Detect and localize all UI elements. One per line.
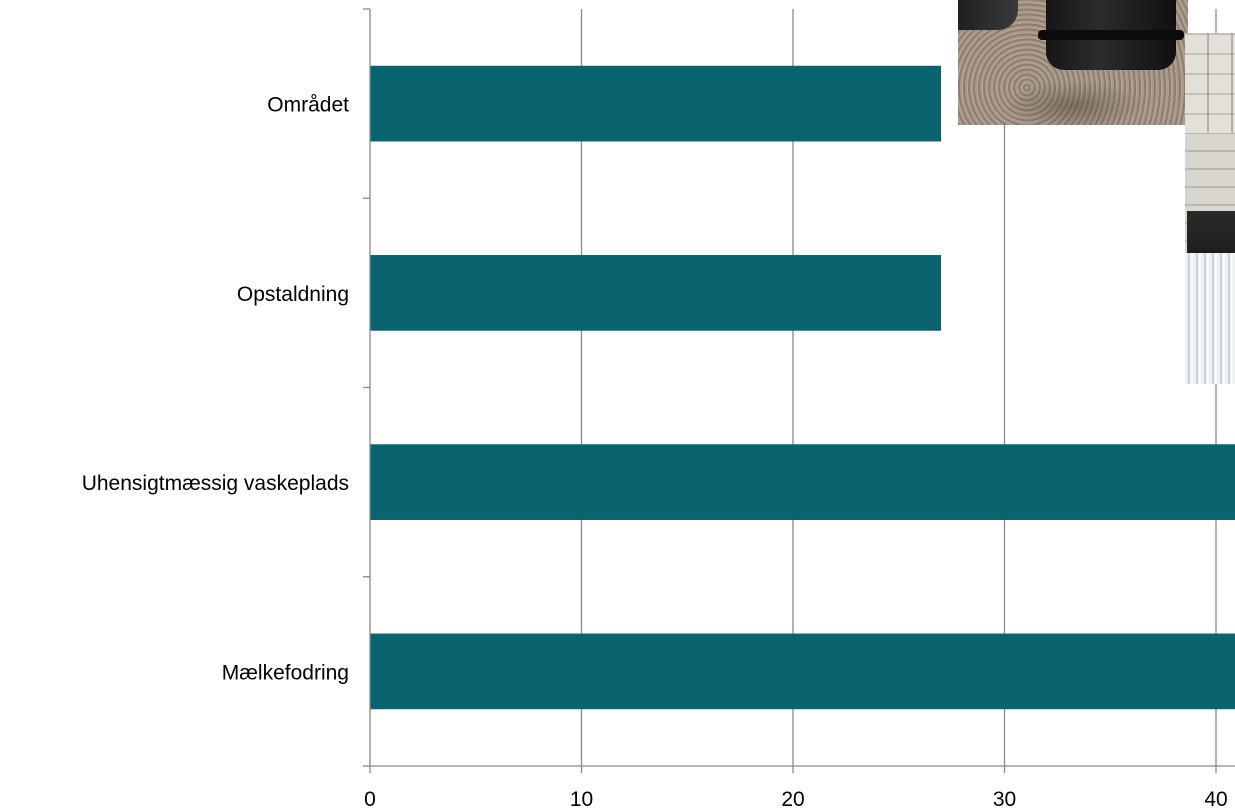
category-label-3: Uhensigtmæssig vaskeplads <box>82 472 349 495</box>
wall-and-water-photo <box>1185 33 1235 384</box>
category-labels: Området Opstaldning Uhensigtmæssig vaskepl… <box>82 94 349 685</box>
bar-3 <box>370 444 1235 520</box>
category-label-4: Mælkefodring <box>222 661 349 684</box>
x-tick-label-40: 40 <box>1204 788 1227 811</box>
bar-2 <box>370 255 942 331</box>
category-label-2: Opstaldning <box>237 283 349 306</box>
axes <box>363 8 1235 773</box>
tank-left-part <box>958 0 1018 30</box>
x-tick-label-20: 20 <box>781 788 804 811</box>
x-tick-label-30: 30 <box>993 788 1016 811</box>
brick-wall <box>1185 33 1235 133</box>
water-spray <box>1185 253 1235 384</box>
x-tick-label-10: 10 <box>570 788 593 811</box>
tick-labels: 0 10 20 30 40 <box>364 788 1228 811</box>
bars <box>370 65 1235 710</box>
bar-4 <box>370 633 1235 710</box>
category-label-1: Området <box>267 94 349 117</box>
tank-on-gravel-photo <box>958 0 1188 125</box>
bar-1 <box>370 65 942 142</box>
x-tick-label-0: 0 <box>364 788 376 811</box>
tank-ring <box>1038 30 1184 40</box>
